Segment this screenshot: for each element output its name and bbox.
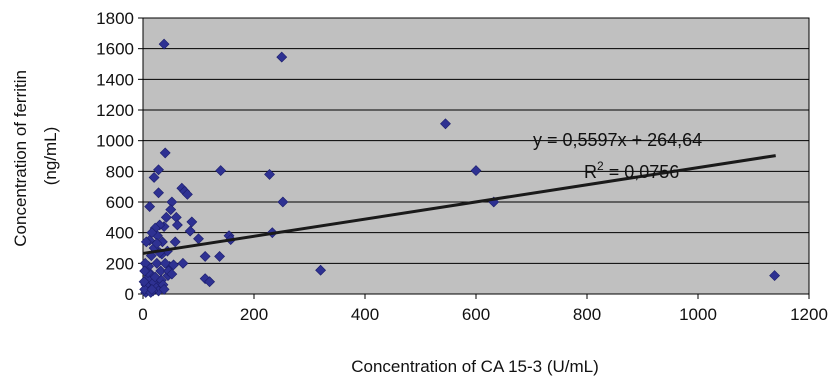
data-point bbox=[169, 236, 181, 248]
trendline bbox=[142, 154, 776, 255]
r-squared-label: R2 = 0,0756 bbox=[584, 159, 679, 182]
data-point bbox=[140, 236, 152, 248]
data-point bbox=[440, 118, 451, 130]
x-axis-ticks: 0 200 400 600 800 1000 1200 bbox=[138, 294, 828, 324]
x-tick-label: 1000 bbox=[679, 305, 717, 324]
x-tick-label: 0 bbox=[138, 305, 147, 324]
x-tick-label: 800 bbox=[573, 305, 601, 324]
data-point bbox=[158, 283, 170, 295]
y-tick-label: 1000 bbox=[96, 132, 134, 151]
y-tick-label: 400 bbox=[106, 224, 134, 243]
data-point bbox=[315, 264, 327, 276]
x-tick-label: 200 bbox=[240, 305, 268, 324]
data-point bbox=[151, 237, 163, 249]
data-point bbox=[160, 211, 172, 223]
data-point bbox=[177, 257, 189, 269]
x-tick-label: 400 bbox=[351, 305, 379, 324]
y-tick-label: 1600 bbox=[96, 40, 134, 59]
data-point bbox=[148, 172, 160, 183]
plot-area bbox=[142, 17, 810, 295]
data-point bbox=[158, 38, 170, 50]
data-point bbox=[151, 257, 163, 269]
data-point bbox=[769, 270, 781, 282]
data-point bbox=[159, 257, 171, 269]
data-point bbox=[159, 147, 171, 159]
data-point bbox=[214, 251, 226, 262]
y-tick-label: 0 bbox=[125, 285, 134, 304]
x-axis-title: Concentration of CA 15-3 (U/mL) bbox=[351, 357, 599, 376]
data-point bbox=[199, 251, 211, 262]
r-squared-value: = 0,0756 bbox=[604, 162, 680, 182]
data-point bbox=[166, 268, 178, 280]
y-tick-label: 200 bbox=[106, 254, 134, 273]
y-axis-title-line-2: (ng/mL) bbox=[41, 127, 60, 186]
data-point bbox=[139, 265, 151, 277]
y-axis-title-line-1: Concentration of ferritin bbox=[11, 70, 30, 247]
y-axis-ticks: 0 200 400 600 800 1000 1200 1400 1600 1800 bbox=[96, 9, 143, 304]
data-point bbox=[171, 219, 183, 231]
x-tick-label: 1200 bbox=[790, 305, 828, 324]
data-point bbox=[138, 276, 150, 288]
y-axis-title: Concentration of ferritin (ng/mL) bbox=[11, 65, 60, 246]
trendline-equation: y = 0,5597x + 264,64 bbox=[533, 130, 702, 150]
data-point bbox=[181, 188, 193, 200]
y-tick-label: 1200 bbox=[96, 101, 134, 120]
y-tick-label: 800 bbox=[106, 162, 134, 181]
x-tick-label: 600 bbox=[462, 305, 490, 324]
y-tick-label: 600 bbox=[106, 193, 134, 212]
y-tick-label: 1400 bbox=[96, 70, 134, 89]
data-point bbox=[153, 164, 164, 176]
data-point bbox=[276, 51, 288, 63]
data-point bbox=[165, 204, 177, 216]
r-squared-symbol: R bbox=[584, 162, 597, 182]
data-point bbox=[168, 259, 179, 271]
data-point bbox=[470, 165, 482, 176]
data-point bbox=[264, 168, 275, 180]
data-point bbox=[153, 187, 164, 199]
data-point bbox=[204, 276, 216, 288]
data-point bbox=[144, 201, 156, 213]
y-tick-label: 1800 bbox=[96, 9, 134, 28]
data-point bbox=[215, 165, 227, 176]
data-point bbox=[186, 216, 198, 228]
r-squared-exponent: 2 bbox=[597, 159, 604, 173]
data-point bbox=[146, 283, 158, 295]
data-point bbox=[184, 225, 196, 237]
data-point bbox=[277, 196, 289, 208]
